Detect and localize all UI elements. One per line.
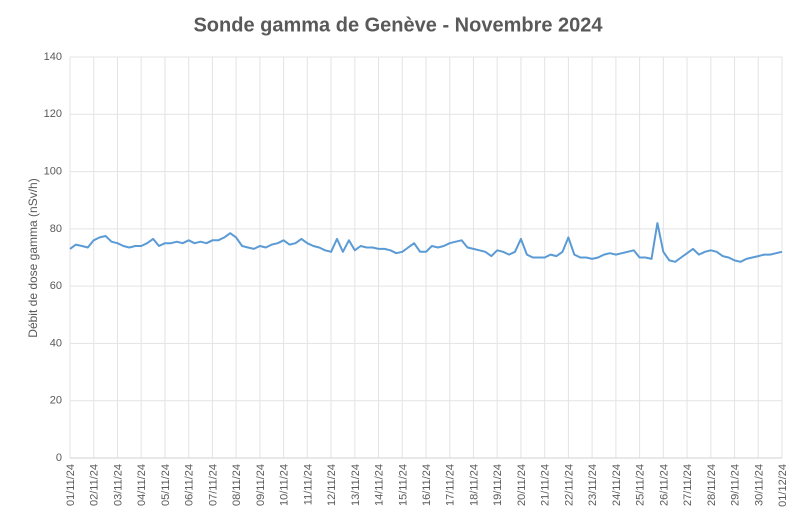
chart-title: Sonde gamma de Genève - Novembre 2024 [193,14,603,36]
x-tick-label: 16/11/24 [421,464,433,506]
x-tick-label: 20/11/24 [516,464,528,506]
x-tick-label: 06/11/24 [184,464,196,506]
x-tick-label: 24/11/24 [611,464,623,506]
y-tick-label: 20 [50,395,62,407]
x-tick-label: 03/11/24 [112,464,124,506]
x-tick-label: 09/11/24 [255,464,267,506]
x-tick-label: 27/11/24 [682,464,694,506]
x-tick-label: 15/11/24 [397,464,409,506]
x-tick-label: 01/12/24 [777,464,789,507]
x-tick-label: 07/11/24 [207,464,219,506]
x-tick-label: 01/11/24 [65,464,77,506]
y-tick-label: 100 [44,165,62,177]
x-tick-label: 19/11/24 [492,464,504,506]
y-tick-label: 40 [50,337,62,349]
x-tick-label: 23/11/24 [587,464,599,506]
x-tick-label: 28/11/24 [706,464,718,506]
x-tick-label: 02/11/24 [89,464,101,506]
y-tick-label: 80 [50,223,62,235]
y-tick-label: 60 [50,280,62,292]
x-tick-label: 22/11/24 [563,464,575,506]
x-tick-label: 10/11/24 [279,464,291,506]
x-tick-label: 25/11/24 [635,464,647,506]
x-tick-label: 13/11/24 [350,464,362,506]
x-tick-label: 17/11/24 [445,464,457,506]
x-tick-label: 04/11/24 [136,464,148,506]
y-axis-label: Débit de dose gamma (nSv/h) [26,178,40,337]
x-tick-label: 30/11/24 [753,464,765,506]
x-tick-label: 14/11/24 [374,464,386,506]
x-tick-label: 29/11/24 [730,464,742,506]
y-tick-label: 120 [44,108,62,120]
x-tick-label: 08/11/24 [231,464,243,506]
y-tick-label: 0 [56,452,62,464]
y-tick-label: 140 [44,51,62,63]
x-tick-label: 12/11/24 [326,464,338,506]
x-tick-label: 26/11/24 [658,464,670,506]
data-line [69,222,783,263]
x-tick-label: 21/11/24 [540,464,552,506]
x-tick-label: 05/11/24 [160,464,172,506]
x-tick-label: 11/11/24 [302,464,314,505]
x-tick-label: 18/11/24 [468,464,480,506]
